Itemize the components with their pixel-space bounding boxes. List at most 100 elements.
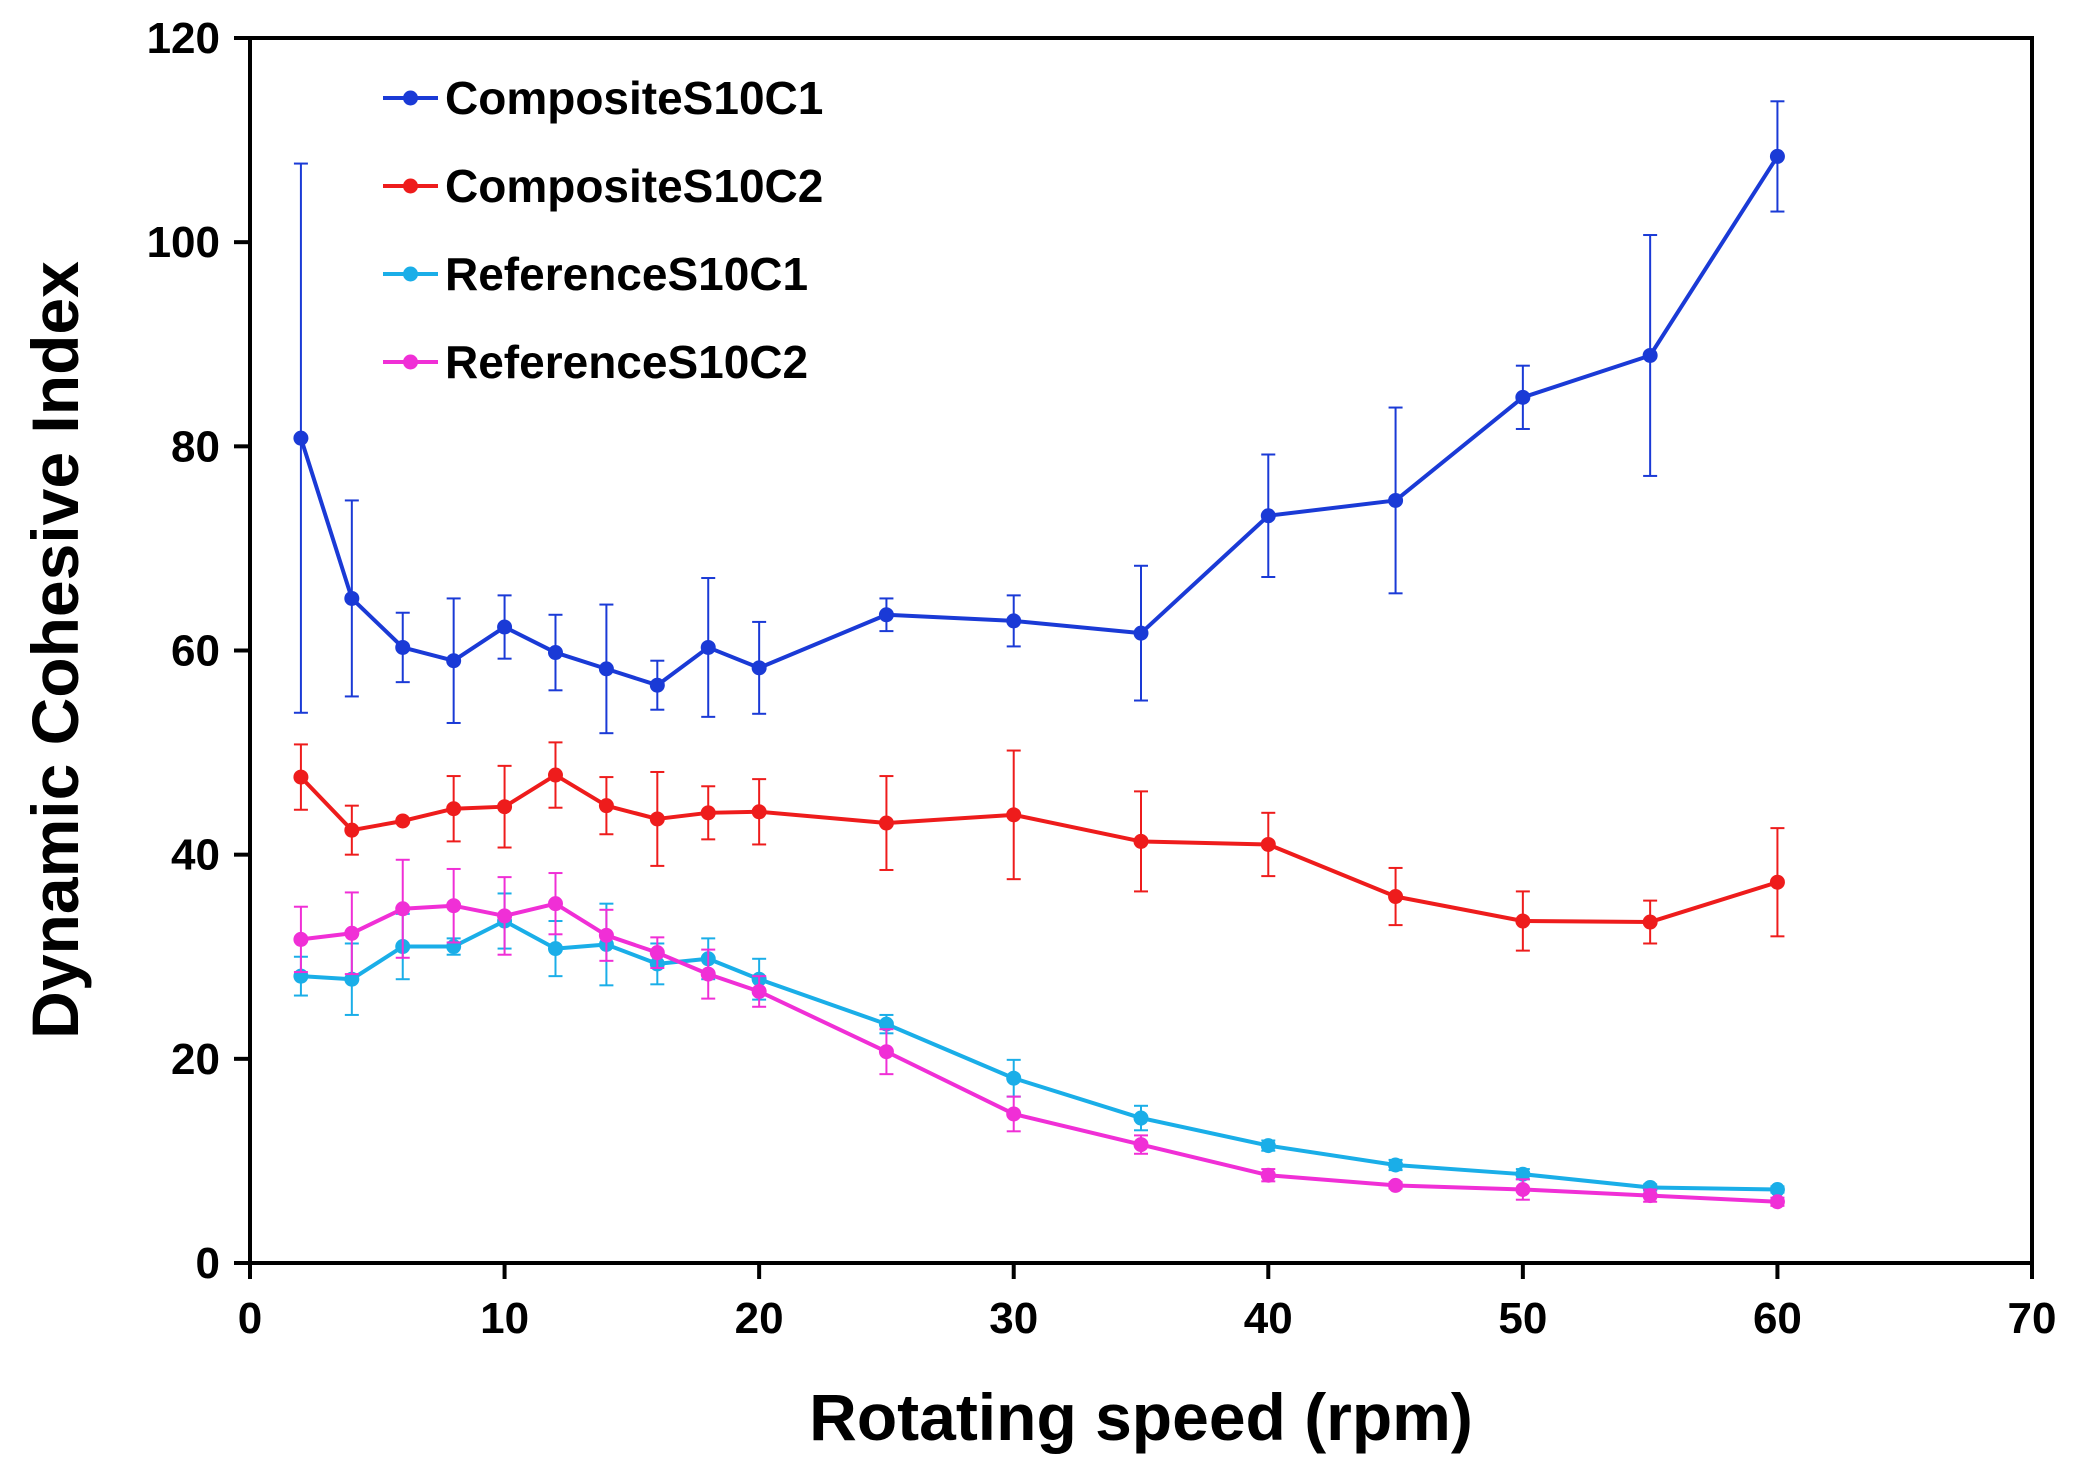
data-point — [878, 1016, 894, 1032]
data-point — [1260, 508, 1276, 524]
data-point — [293, 769, 309, 785]
data-point — [344, 925, 360, 941]
data-point — [1260, 1138, 1276, 1154]
data-point — [446, 653, 462, 669]
axes: 0 10 20 30 40 50 60 70 0 20 40 60 80 100 120 — [147, 14, 2057, 1343]
data-point — [1515, 1166, 1531, 1182]
y-axis-title: Dynamic Cohesive Index — [18, 261, 92, 1039]
series-ReferenceS10C2 — [293, 858, 1785, 1210]
legend-swatch-marker — [403, 354, 418, 370]
data-point — [1388, 492, 1404, 508]
data-point — [700, 639, 716, 655]
x-tick-label: 30 — [989, 1294, 1038, 1343]
x-tick-label: 60 — [1753, 1294, 1802, 1343]
x-tick-label: 10 — [480, 1294, 529, 1343]
y-tick-label: 100 — [147, 218, 220, 267]
data-point — [1133, 1110, 1149, 1126]
legend-item: ReferenceS10C1 — [383, 248, 808, 300]
legend-swatch-marker — [403, 266, 418, 282]
data-point — [1515, 1182, 1531, 1197]
legend-swatch-marker — [403, 90, 418, 106]
data-point — [1769, 148, 1785, 164]
data-point — [1006, 807, 1022, 823]
legend-label: ReferenceS10C1 — [445, 248, 808, 300]
legend-label: CompositeS10C1 — [445, 72, 823, 124]
x-tick-label: 20 — [735, 1294, 784, 1343]
x-tick-label: 40 — [1244, 1294, 1293, 1343]
data-point — [649, 677, 665, 693]
legend: CompositeS10C1 CompositeS10C2 ReferenceS10… — [383, 72, 823, 388]
data-point — [700, 966, 716, 982]
legend-item: CompositeS10C1 — [383, 72, 823, 124]
data-point — [395, 813, 411, 829]
data-point — [547, 767, 563, 783]
data-point — [1133, 833, 1149, 849]
y-tick-label: 60 — [171, 627, 220, 676]
data-point — [547, 645, 563, 661]
data-point — [446, 898, 462, 914]
data-point — [446, 801, 462, 817]
data-point — [878, 607, 894, 623]
data-point — [344, 590, 360, 606]
x-axis-title: Rotating speed (rpm) — [809, 1380, 1473, 1454]
series-line — [299, 773, 1779, 925]
data-point — [1388, 1157, 1404, 1173]
x-tick-label: 50 — [1498, 1294, 1547, 1343]
data-point — [497, 908, 513, 924]
data-point — [1769, 1182, 1785, 1197]
x-tick-label: 70 — [2008, 1294, 2057, 1343]
data-point — [497, 799, 513, 815]
legend-label: ReferenceS10C2 — [445, 336, 808, 388]
data-point — [598, 927, 614, 943]
data-point — [1260, 1167, 1276, 1183]
plot-marks — [293, 100, 1785, 1210]
data-point — [395, 901, 411, 917]
series-line — [299, 155, 1780, 688]
data-point — [1642, 1188, 1658, 1204]
data-point — [700, 805, 716, 821]
data-point — [1769, 1194, 1785, 1210]
data-point — [395, 639, 411, 655]
data-point — [1133, 1137, 1149, 1153]
data-point — [293, 931, 309, 947]
data-point — [1006, 1106, 1022, 1122]
data-point — [1260, 836, 1276, 852]
legend-label: CompositeS10C2 — [445, 160, 823, 212]
legend-item: ReferenceS10C2 — [383, 336, 808, 388]
y-tick-label: 80 — [171, 422, 220, 471]
series-line — [300, 901, 1778, 1204]
data-point — [1515, 913, 1531, 929]
data-point — [751, 804, 767, 820]
data-point — [547, 896, 563, 912]
data-point — [344, 822, 360, 838]
data-point — [547, 941, 563, 957]
series-CompositeS10C2 — [293, 741, 1785, 952]
legend-swatch-marker — [403, 178, 418, 194]
y-tick-label: 0 — [196, 1239, 220, 1288]
series-ReferenceS10C1 — [293, 892, 1785, 1197]
data-point — [598, 798, 614, 814]
y-tick-label: 120 — [147, 14, 220, 63]
data-point — [649, 811, 665, 827]
data-point — [1642, 914, 1658, 930]
y-tick-label: 20 — [171, 1035, 220, 1084]
data-point — [878, 815, 894, 831]
y-tick-label: 40 — [171, 831, 220, 880]
data-point — [1006, 613, 1022, 629]
data-point — [344, 971, 360, 987]
data-point — [649, 945, 665, 961]
data-point — [1388, 889, 1404, 905]
data-point — [751, 983, 767, 999]
data-point — [1642, 347, 1658, 363]
data-point — [1769, 874, 1785, 890]
data-point — [1006, 1070, 1022, 1086]
series-line — [300, 919, 1778, 1192]
series-CompositeS10C1 — [293, 100, 1785, 735]
legend-item: CompositeS10C2 — [383, 160, 823, 212]
data-point — [1515, 389, 1531, 405]
x-tick-label: 0 — [238, 1294, 262, 1343]
data-point — [293, 430, 309, 446]
